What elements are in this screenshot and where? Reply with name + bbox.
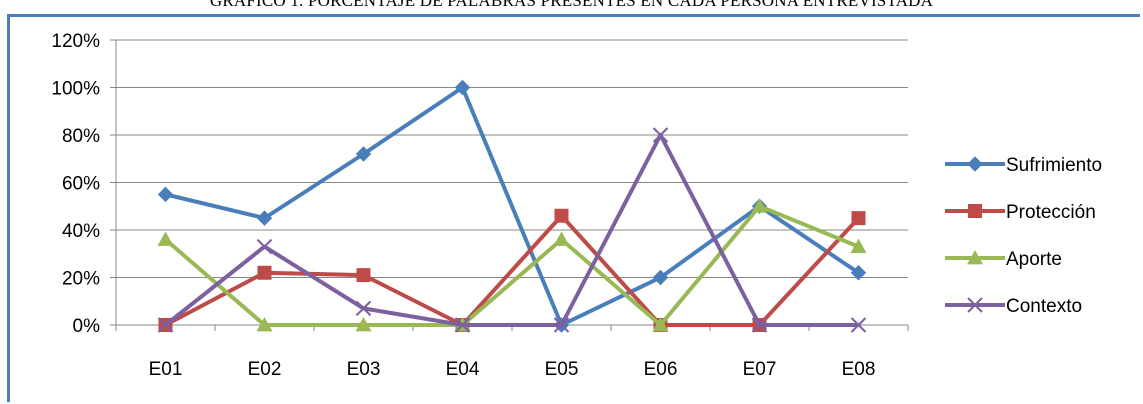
series-line-sufrimiento: [165, 85, 860, 327]
data-point: [355, 146, 372, 162]
x-tick-label: E05: [545, 359, 579, 380]
legend: Sufrimiento Protección Aporte Contexto: [945, 155, 1102, 317]
x-tick-label: E02: [248, 359, 282, 380]
data-point: [850, 265, 867, 281]
data-point: [454, 317, 471, 333]
x-marker-stroke: [553, 317, 570, 333]
data-point: [454, 79, 471, 96]
data-point: [256, 317, 273, 332]
data-point: [157, 231, 174, 246]
legend-label: Sufrimiento: [1006, 155, 1102, 176]
chart-frame: [7, 14, 1140, 402]
data-point: [850, 317, 867, 333]
x-tick-label: E01: [149, 359, 183, 380]
x-tick-label: E07: [743, 359, 777, 380]
y-tick-label: 100%: [51, 79, 100, 100]
data-point: [851, 211, 866, 226]
data-point: [652, 127, 669, 143]
x-tick-label: E08: [842, 359, 876, 380]
data-point: [554, 208, 569, 223]
x-marker-stroke: [256, 238, 273, 255]
data-point: [850, 238, 867, 254]
data-point: [751, 317, 768, 333]
data-point: [355, 300, 372, 317]
series-group: [157, 79, 867, 333]
x-tick-label: E04: [446, 359, 480, 380]
data-point: [751, 198, 768, 213]
data-point: [256, 210, 273, 226]
x-tick-label: E06: [644, 359, 678, 380]
data-point: [652, 317, 669, 332]
data-point: [356, 268, 371, 283]
legend-label: Aporte: [1006, 249, 1062, 270]
series-line-contexto: [164, 133, 859, 327]
y-tick-label: 120%: [51, 31, 100, 52]
x-marker-stroke: [850, 317, 867, 333]
data-point: [157, 186, 174, 203]
gridlines: [116, 39, 908, 278]
legend-marker: [967, 250, 983, 265]
y-tick-label: 40%: [62, 221, 100, 242]
legend-marker: [968, 204, 982, 218]
x-marker-stroke: [355, 300, 372, 317]
legend-label: Protección: [1006, 202, 1096, 223]
series-line-protección: [164, 213, 860, 327]
y-axis-ticks: 0% 20% 40% 60% 80% 100% 120%: [51, 31, 116, 337]
y-tick-label: 80%: [62, 126, 100, 147]
legend-marker: [967, 297, 983, 313]
data-point: [256, 238, 273, 255]
x-marker-stroke: [454, 317, 471, 333]
x-axis-ticks: E01 E02 E03 E04 E05 E06 E07 E08: [115, 325, 909, 380]
legend-label: Contexto: [1006, 296, 1082, 317]
chart-title: GRÁFICO 1. PORCENTAJE DE PALABRAS PRESEN…: [209, 0, 934, 10]
data-point: [553, 317, 570, 333]
data-point: [257, 265, 272, 280]
x-marker-stroke: [967, 297, 983, 313]
data-point: [157, 317, 174, 333]
legend-marker: [967, 156, 983, 172]
y-tick-label: 20%: [62, 269, 100, 290]
x-tick-label: E03: [347, 359, 381, 380]
y-tick-label: 0%: [73, 316, 101, 337]
x-marker-stroke: [652, 127, 669, 143]
series-line-aporte: [164, 204, 860, 327]
data-point: [553, 231, 570, 246]
data-point: [355, 317, 372, 332]
x-marker-stroke: [751, 317, 768, 333]
y-tick-label: 60%: [62, 174, 100, 195]
x-marker-stroke: [157, 317, 174, 333]
data-point: [652, 269, 669, 286]
